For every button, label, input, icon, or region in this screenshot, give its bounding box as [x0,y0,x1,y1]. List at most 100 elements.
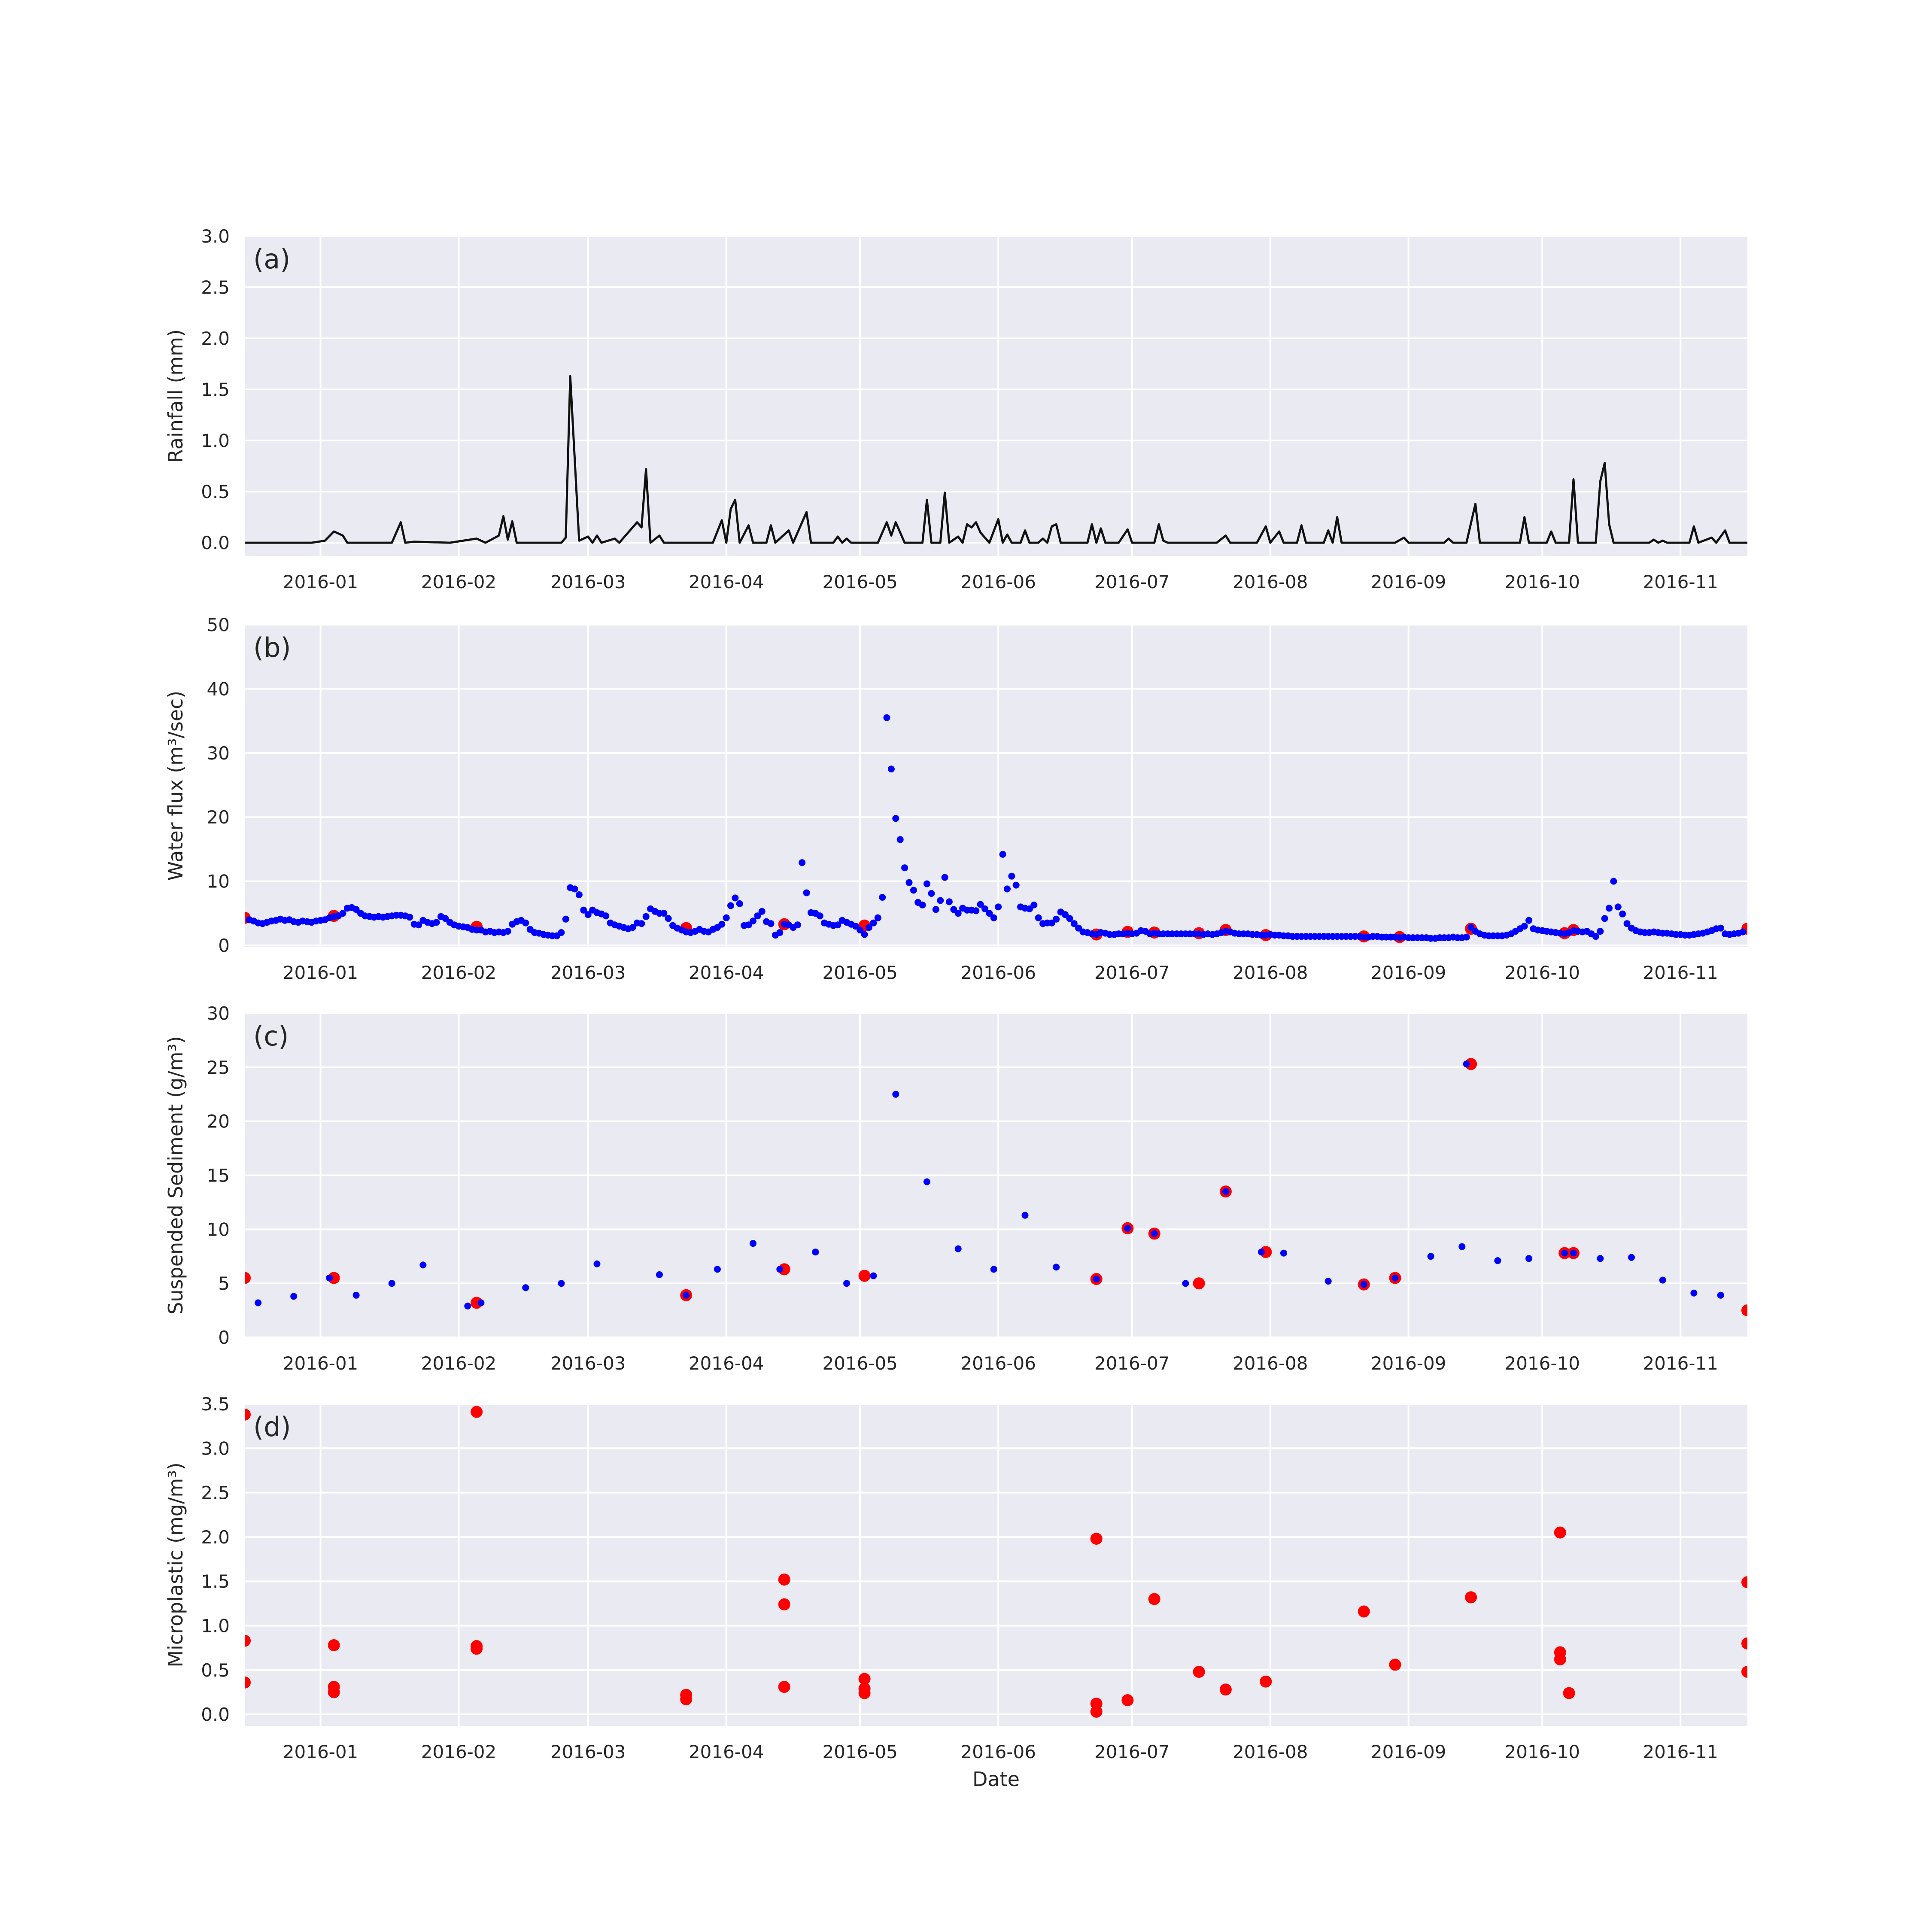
sediment-data-point [326,1274,333,1282]
water-flux-data-point [776,929,784,936]
water-flux-data-point [433,919,440,926]
microplastic-data-point [1148,1593,1160,1605]
sediment-data-point [954,1245,962,1252]
sediment-data-point [1717,1291,1724,1299]
water-flux-data-point [1075,924,1082,932]
water-flux-data-point [638,920,645,927]
sediment-data-point [1093,1276,1100,1283]
microplastic-plot-area [245,1404,1747,1726]
sediment-data-point [1494,1257,1501,1264]
sediment-data-point [858,1270,871,1282]
sediment-data-point [1628,1254,1635,1261]
water-flux-y-tick-label: 0 [218,935,230,956]
sediment-x-tick-label: 2016-03 [550,1353,626,1374]
sediment-data-point [1360,1281,1367,1288]
water-flux-data-point [406,914,413,921]
water-flux-data-point [986,910,993,917]
sediment-x-tick-label: 2016-09 [1371,1353,1446,1374]
sediment-data-point [1561,1249,1568,1257]
water-flux-x-tick-label: 2016-03 [550,962,626,983]
water-flux-data-point [883,714,890,721]
water-flux-y-tick-label: 50 [207,614,230,635]
rainfall-x-tick-label: 2016-10 [1505,571,1580,592]
water-flux-data-point [723,914,730,921]
water-flux-data-point [794,921,801,929]
water-flux-data-point [1004,885,1011,893]
water-flux-data-point [522,919,529,927]
sediment-x-tick-label: 2016-08 [1233,1353,1308,1374]
microplastic-y-tick-label: 0.5 [201,1660,230,1681]
microplastic-data-point [1554,1653,1566,1665]
rainfall-plot-area [245,236,1747,556]
water-flux-data-point [504,928,511,935]
water-flux-data-point [879,894,886,901]
sediment-data-point [683,1291,690,1299]
microplastic-x-tick-label: 2016-10 [1505,1741,1580,1762]
water-flux-data-point [901,864,908,872]
microplastic-data-point [680,1693,693,1705]
water-flux-y-tick-label: 30 [207,743,230,764]
water-flux-data-point [972,907,980,914]
microplastic-data-point [1193,1666,1205,1678]
water-flux-data-point [866,924,872,931]
water-flux-data-point [892,815,899,822]
microplastic-y-tick-label: 1.5 [201,1571,230,1592]
rainfall-x-tick-label: 2016-09 [1371,571,1446,592]
microplastic-y-tick-label: 2.0 [201,1527,230,1548]
microplastic-grid [245,1403,1747,1726]
water-flux-data-point [995,903,1002,911]
water-flux-data-point [905,879,913,886]
water-flux-data-point [887,766,895,773]
microplastic-data-point [1358,1605,1370,1618]
microplastic-data-point [1563,1687,1575,1699]
sediment-data-point [1427,1253,1434,1260]
water-flux-data-point [941,874,948,881]
microplastic-data-point [778,1574,790,1586]
sediment-data-point [1258,1249,1265,1256]
water-flux-data-point [767,920,775,927]
microplastic-y-tick-label: 3.5 [201,1394,230,1415]
rainfall-x-tick-label: 2016-08 [1233,571,1308,592]
microplastic-data-point [471,1406,483,1418]
microplastic-x-tick-label: 2016-04 [689,1741,764,1762]
sediment-data-point [1659,1276,1666,1284]
water-flux-data-point [758,908,766,915]
water-flux-data-point [981,905,988,912]
sediment-data-point [1597,1255,1604,1262]
sediment-data-point [1151,1230,1158,1237]
sediment-data-point [870,1272,877,1279]
rainfall-series-line [245,375,1747,544]
sediment-data-point [1391,1274,1399,1282]
sediment-data-point [522,1284,529,1291]
water-flux-x-tick-label: 2016-11 [1643,962,1718,983]
sediment-data-point [1458,1243,1466,1250]
water-flux-data-point [584,911,592,918]
water-flux-data-point [932,906,939,913]
water-flux-data-point [870,919,877,927]
sediment-data-point [892,1091,899,1098]
sediment-y-tick-label: 25 [207,1057,230,1078]
sediment-data-point [290,1293,298,1300]
sediment-data-point [1280,1249,1287,1257]
water-flux-data-point [558,929,565,936]
microplastic-data-point [858,1673,871,1685]
sediment-x-tick-label: 2016-01 [283,1353,358,1374]
water-flux-x-tick-label: 2016-06 [960,962,1036,983]
water-flux-data-point [1717,924,1724,932]
water-flux-data-point [919,901,926,908]
sediment-x-tick-label: 2016-11 [1643,1353,1718,1374]
sediment-data-point [990,1266,997,1273]
water-flux-x-tick-label: 2016-07 [1094,962,1170,983]
microplastic-data-point [1090,1533,1103,1545]
rainfall-y-tick-label: 0.0 [201,532,230,553]
sediment-data-point [419,1261,427,1269]
water-flux-data-point [852,923,859,930]
sediment-data-point [464,1303,471,1309]
water-flux-x-tick-label: 2016-08 [1233,962,1308,983]
sediment-data-point [714,1266,721,1273]
microplastic-data-point [1389,1659,1401,1671]
water-flux-data-point [1070,920,1078,927]
rainfall-x-tick-label: 2016-01 [283,571,358,592]
water-flux-data-point [352,906,360,913]
water-flux-data-point [339,910,346,917]
